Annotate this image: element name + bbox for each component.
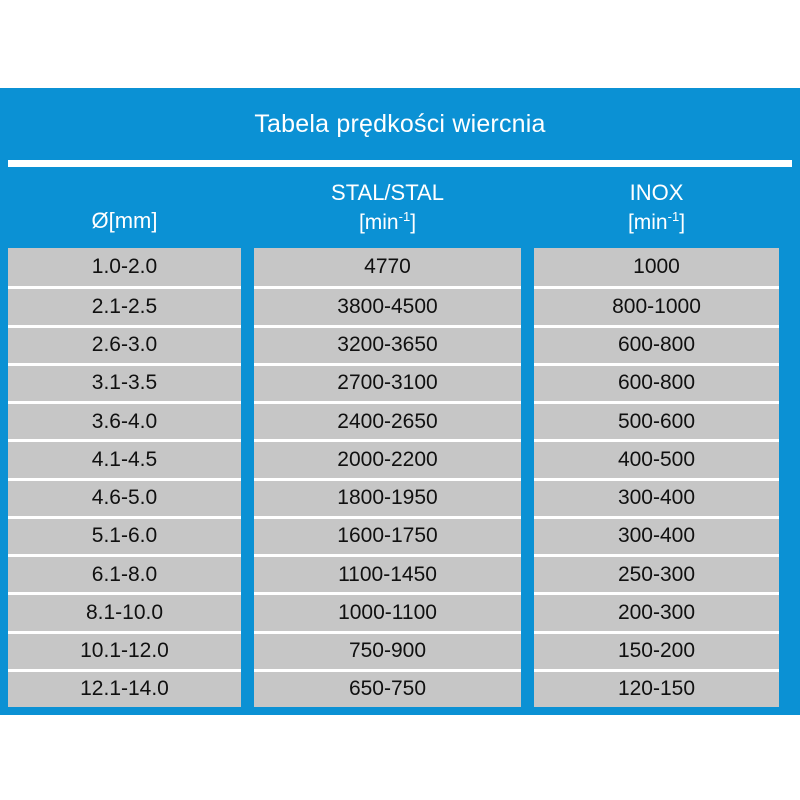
cell-diameter: 10.1-12.0 xyxy=(8,630,241,669)
stal-unit-exponent: -1 xyxy=(398,208,411,224)
column-divider-2 xyxy=(521,439,534,477)
table-row: 4.6-5.0 1800-1950 300-400 xyxy=(8,477,792,516)
table-column-headers: Ø[mm] STAL/STAL [min-1] INOX [min-1] xyxy=(8,167,792,248)
column-divider-2 xyxy=(521,363,534,401)
cell-inox-speed: 400-500 xyxy=(534,439,779,478)
column-header-diameter: Ø[mm] xyxy=(8,167,241,248)
column-header-inox-unit: [min-1] xyxy=(628,208,685,238)
column-divider-2 xyxy=(521,516,534,554)
column-header-stal-label: STAL/STAL xyxy=(331,179,444,205)
cell-inox-speed: 600-800 xyxy=(534,324,779,363)
cell-diameter: 2.1-2.5 xyxy=(8,286,241,325)
column-divider-1 xyxy=(241,401,254,439)
cell-stal-speed: 1000-1100 xyxy=(254,592,521,631)
header-gap-2 xyxy=(521,167,534,248)
cell-diameter: 3.6-4.0 xyxy=(8,401,241,440)
table-row: 10.1-12.0 750-900 150-200 xyxy=(8,630,792,669)
column-divider-1 xyxy=(241,325,254,363)
inox-unit-exponent: -1 xyxy=(667,208,680,224)
column-divider-1 xyxy=(241,516,254,554)
cell-stal-speed: 2400-2650 xyxy=(254,401,521,440)
cell-stal-speed: 650-750 xyxy=(254,668,521,707)
cell-stal-speed: 1100-1450 xyxy=(254,554,521,593)
column-divider-1 xyxy=(241,248,254,286)
column-header-diameter-label: Ø[mm] xyxy=(91,208,158,233)
column-divider-1 xyxy=(241,631,254,669)
stal-unit-prefix: [min xyxy=(358,210,399,234)
cell-stal-speed: 2700-3100 xyxy=(254,362,521,401)
cell-stal-speed: 4770 xyxy=(254,248,521,287)
inox-unit-prefix: [min xyxy=(627,210,668,234)
column-divider-1 xyxy=(241,592,254,630)
column-divider-2 xyxy=(521,669,534,707)
inox-unit-suffix: ] xyxy=(679,210,686,234)
cell-diameter: 4.1-4.5 xyxy=(8,439,241,478)
table-row: 4.1-4.5 2000-2200 400-500 xyxy=(8,439,792,478)
cell-diameter: 6.1-8.0 xyxy=(8,554,241,593)
cell-inox-speed: 500-600 xyxy=(534,401,779,440)
cell-diameter: 1.0-2.0 xyxy=(8,248,241,287)
title-area: Tabela prędkości wiercnia xyxy=(0,88,800,160)
cell-inox-speed: 250-300 xyxy=(534,554,779,593)
column-divider-2 xyxy=(521,401,534,439)
column-divider-1 xyxy=(241,286,254,324)
column-header-stal-unit: [min-1] xyxy=(359,208,416,238)
cell-stal-speed: 750-900 xyxy=(254,630,521,669)
cell-inox-speed: 200-300 xyxy=(534,592,779,631)
column-divider-2 xyxy=(521,592,534,630)
column-divider-1 xyxy=(241,554,254,592)
table-row: 1.0-2.0 4770 1000 xyxy=(8,248,792,287)
column-divider-2 xyxy=(521,554,534,592)
cell-inox-speed: 1000 xyxy=(534,248,779,287)
cell-stal-speed: 3800-4500 xyxy=(254,286,521,325)
cell-diameter: 4.6-5.0 xyxy=(8,477,241,516)
cell-inox-speed: 600-800 xyxy=(534,362,779,401)
column-divider-2 xyxy=(521,248,534,286)
table-row: 6.1-8.0 1100-1450 250-300 xyxy=(8,554,792,593)
table-row: 3.1-3.5 2700-3100 600-800 xyxy=(8,362,792,401)
cell-diameter: 5.1-6.0 xyxy=(8,515,241,554)
cell-inox-speed: 300-400 xyxy=(534,515,779,554)
table-row: 2.1-2.5 3800-4500 800-1000 xyxy=(8,286,792,325)
stal-unit-suffix: ] xyxy=(410,210,417,234)
cell-stal-speed: 3200-3650 xyxy=(254,324,521,363)
cell-diameter: 12.1-14.0 xyxy=(8,668,241,707)
cell-inox-speed: 800-1000 xyxy=(534,286,779,325)
cell-diameter: 2.6-3.0 xyxy=(8,324,241,363)
cell-stal-speed: 1600-1750 xyxy=(254,515,521,554)
header-gap-1 xyxy=(241,167,254,248)
title-divider-rule xyxy=(8,160,792,167)
column-divider-2 xyxy=(521,631,534,669)
column-divider-2 xyxy=(521,478,534,516)
column-divider-1 xyxy=(241,669,254,707)
page-title: Tabela prędkości wiercnia xyxy=(254,109,546,138)
column-header-inox-label: INOX xyxy=(629,179,684,205)
cell-stal-speed: 1800-1950 xyxy=(254,477,521,516)
column-divider-1 xyxy=(241,439,254,477)
table-row: 2.6-3.0 3200-3650 600-800 xyxy=(8,324,792,363)
column-divider-2 xyxy=(521,286,534,324)
blue-panel: Tabela prędkości wiercnia Ø[mm] STAL/STA… xyxy=(0,88,800,715)
cell-diameter: 3.1-3.5 xyxy=(8,362,241,401)
table-row: 3.6-4.0 2400-2650 500-600 xyxy=(8,401,792,440)
column-divider-1 xyxy=(241,363,254,401)
table-row: 8.1-10.0 1000-1100 200-300 xyxy=(8,592,792,631)
cell-inox-speed: 300-400 xyxy=(534,477,779,516)
cell-stal-speed: 2000-2200 xyxy=(254,439,521,478)
column-divider-2 xyxy=(521,325,534,363)
table-row: 5.1-6.0 1600-1750 300-400 xyxy=(8,515,792,554)
cell-diameter: 8.1-10.0 xyxy=(8,592,241,631)
cell-inox-speed: 120-150 xyxy=(534,668,779,707)
table-row: 12.1-14.0 650-750 120-150 xyxy=(8,668,792,707)
column-header-inox: INOX [min-1] xyxy=(534,167,779,248)
speed-table-body: 1.0-2.0 4770 1000 2.1-2.5 3800-4500 800-1000 2… xyxy=(8,248,792,707)
column-divider-1 xyxy=(241,478,254,516)
cell-inox-speed: 150-200 xyxy=(534,630,779,669)
column-header-stal: STAL/STAL [min-1] xyxy=(254,167,521,248)
